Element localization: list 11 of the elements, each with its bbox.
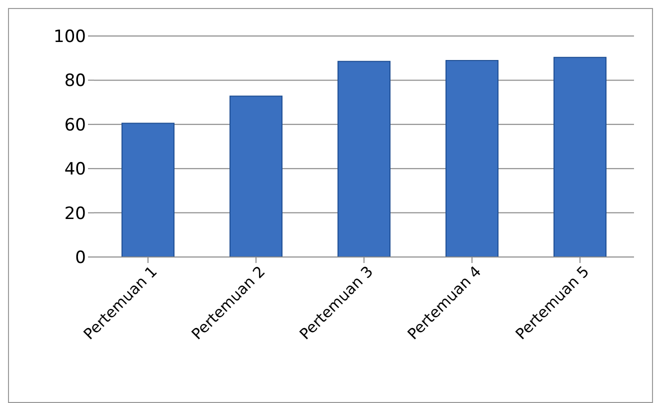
y-tick-label: 80	[64, 71, 86, 92]
bar	[554, 56, 606, 257]
bar	[446, 60, 498, 257]
bar	[122, 122, 174, 257]
y-tick-label: 100	[54, 27, 86, 48]
y-tick-label: 20	[64, 204, 86, 224]
y-tick-label: 60	[64, 115, 86, 136]
y-tick-label: 0	[75, 248, 86, 268]
y-tick-label: 40	[64, 160, 86, 180]
bar	[230, 96, 282, 257]
bar	[338, 60, 390, 257]
